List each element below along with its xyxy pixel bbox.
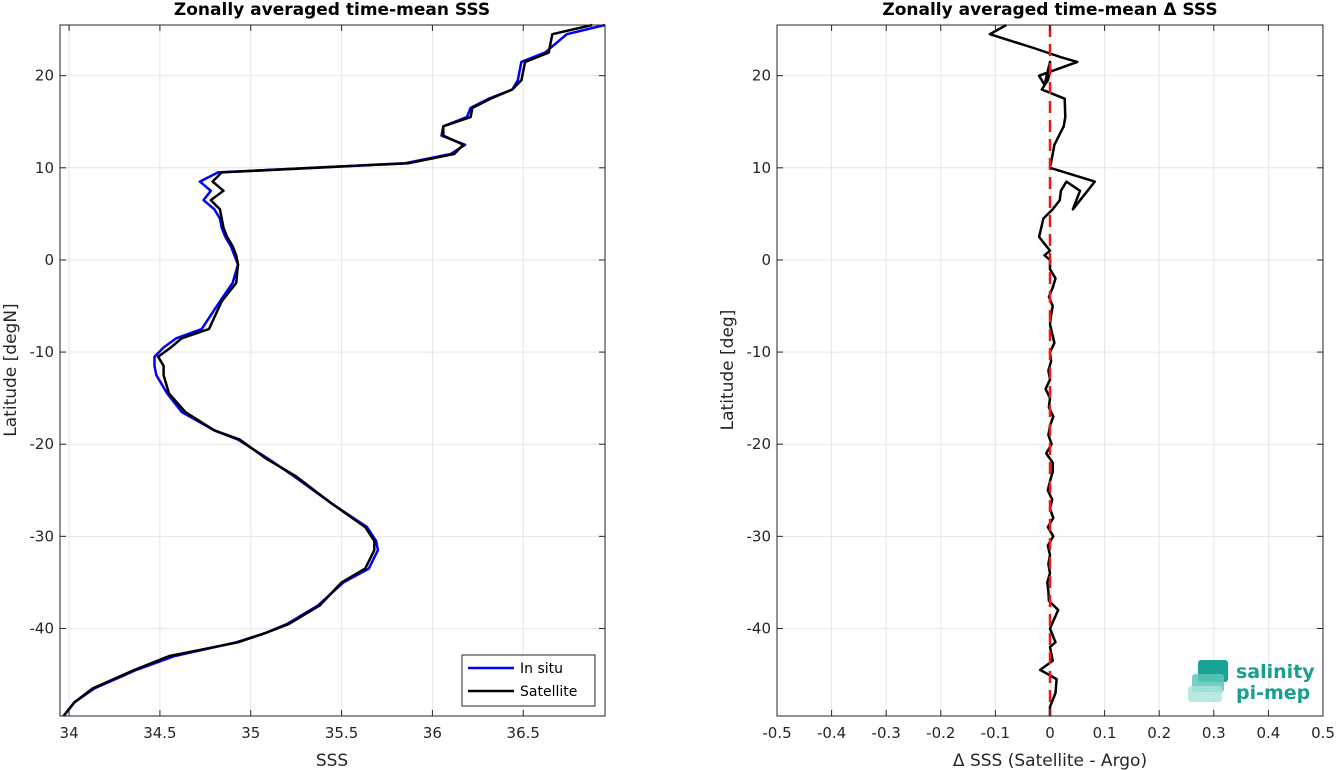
left-x-tick-label: 34.5	[143, 724, 176, 742]
right-y-tick-label: -40	[747, 619, 772, 637]
left-y-tick-label: -30	[30, 527, 55, 545]
left-x-tick-label: 35.5	[325, 724, 358, 742]
right-chart: -0.5 -0.4 -0.3 -0.2 -0.1 0 0.1 0.2 0.3 0.4 0.5 -40…	[718, 0, 1335, 770]
left-series-group	[62, 23, 606, 717]
logo-text-line-1: salinity	[1236, 661, 1315, 683]
right-x-tick-label: 0	[1045, 724, 1055, 742]
right-x-tick-label: 0.3	[1202, 724, 1226, 742]
left-x-tick-label: 34	[60, 724, 79, 742]
salinity-pi-mep-logo: salinity pi-mep	[1188, 660, 1315, 704]
right-y-tick-label: 10	[752, 159, 771, 177]
legend-label-in-situ: In situ	[520, 661, 563, 677]
left-x-tick-label: 35	[241, 724, 260, 742]
left-series-line-satellite	[62, 23, 593, 717]
right-y-tick-label: 0	[761, 251, 771, 269]
right-x-tick-label: -0.4	[817, 724, 846, 742]
legend-box	[461, 654, 596, 707]
right-x-tick-label: 0.4	[1256, 724, 1280, 742]
left-axes-box	[59, 24, 606, 717]
left-chart: 34 34.5 35 35.5 36 36.5 -40 -30 -20 -10 0 10 20 Zon…	[1, 0, 606, 770]
right-x-tick-label: -0.3	[872, 724, 901, 742]
left-chart-title: Zonally averaged time-mean SSS	[174, 0, 490, 20]
right-x-tick-label: 0.2	[1147, 724, 1171, 742]
right-y-tick-label: -30	[747, 527, 772, 545]
right-series-group	[988, 23, 1097, 716]
right-series-line-delta-sss	[988, 23, 1097, 716]
right-x-tick-label: -0.5	[762, 724, 791, 742]
right-y-tick-label: -20	[747, 435, 772, 453]
logo-text-line-2: pi-mep	[1236, 682, 1310, 704]
left-y-ticks: -40 -30 -20 -10 0 10 20	[30, 67, 605, 637]
legend-label-satellite: Satellite	[520, 684, 577, 700]
left-x-tick-label: 36	[423, 724, 442, 742]
left-x-axis-label: SSS	[316, 751, 348, 770]
legend: In situ Satellite	[461, 654, 596, 707]
left-y-tick-label: 20	[35, 67, 54, 85]
left-y-tick-label: -10	[30, 343, 55, 361]
left-y-tick-label: 0	[44, 251, 54, 269]
right-x-axis-label: Δ SSS (Satellite - Argo)	[953, 751, 1147, 770]
left-y-tick-label: -40	[30, 619, 55, 637]
right-x-tick-label: 0.5	[1311, 724, 1335, 742]
left-plot-area	[60, 25, 605, 716]
right-chart-title: Zonally averaged time-mean Δ SSS	[882, 0, 1217, 20]
left-grid	[60, 25, 605, 716]
right-y-ticks: -40 -30 -20 -10 0 10 20	[747, 67, 1323, 637]
left-y-tick-label: -20	[30, 435, 55, 453]
right-x-tick-label: -0.1	[981, 724, 1010, 742]
left-x-ticks: 34 34.5 35 35.5 36 36.5	[60, 25, 540, 742]
right-y-tick-label: -10	[747, 343, 772, 361]
right-x-ticks: -0.5 -0.4 -0.3 -0.2 -0.1 0 0.1 0.2 0.3 0.4 0.5	[762, 25, 1335, 742]
left-y-tick-label: 10	[35, 159, 54, 177]
left-y-axis-label: Latitude [degN]	[1, 303, 21, 436]
logo-emblem	[1188, 660, 1228, 702]
right-grid	[776, 25, 1324, 716]
right-y-axis-label: Latitude [deg]	[718, 310, 738, 431]
left-x-tick-label: 36.5	[507, 724, 540, 742]
right-x-tick-label: -0.2	[926, 724, 955, 742]
right-x-tick-label: 0.1	[1093, 724, 1117, 742]
right-y-tick-label: 20	[752, 67, 771, 85]
